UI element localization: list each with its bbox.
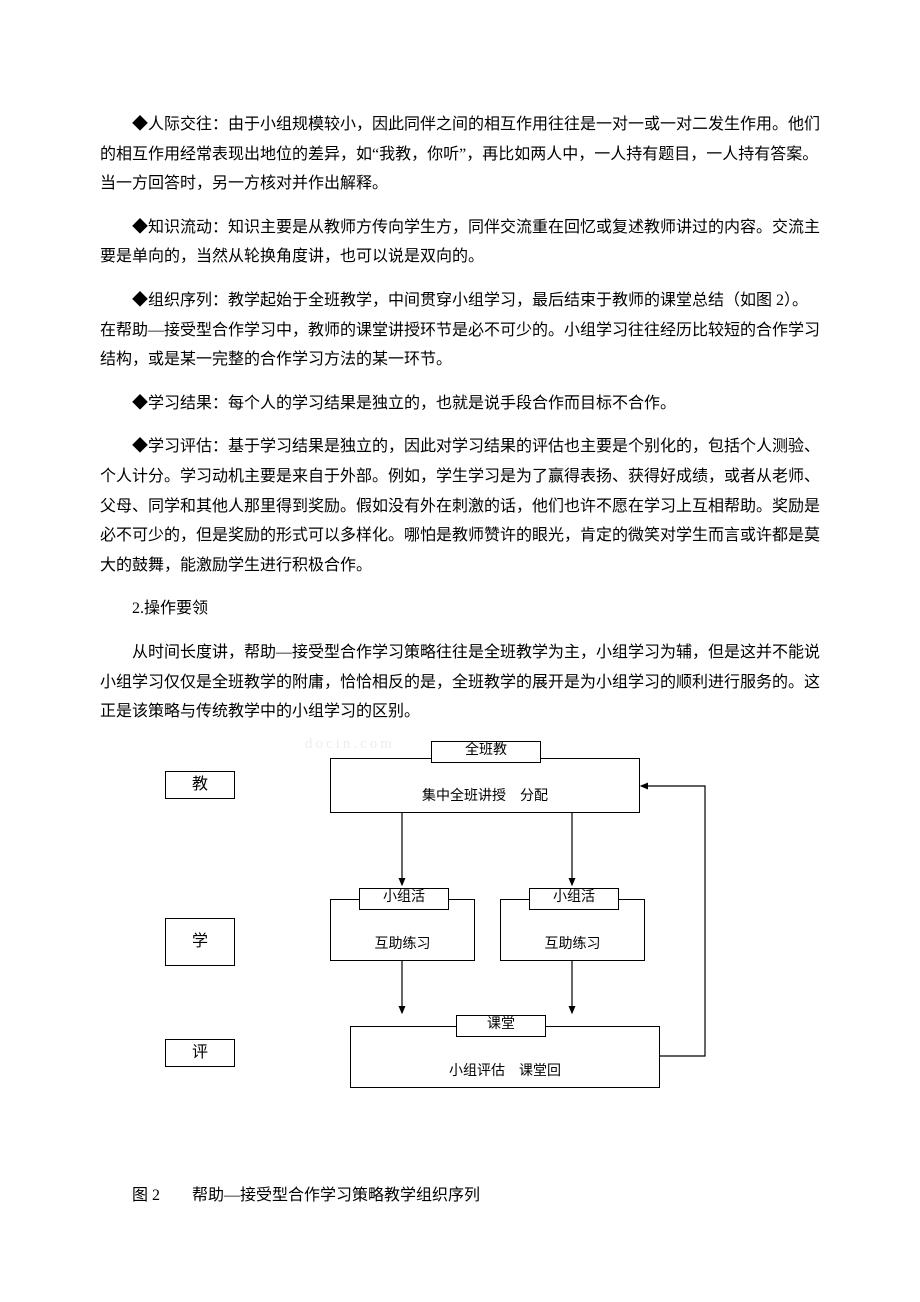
watermark: docin.com bbox=[305, 731, 395, 759]
label-group-a-top: 小组活 bbox=[383, 890, 425, 907]
diagram-container: docin.com 教 学 评 全班教 集中全班讲授 分配 小组活 互助练习 bbox=[100, 741, 820, 1121]
side-label-assess: 评 bbox=[192, 1038, 208, 1068]
label-group-b-bottom: 互助练习 bbox=[545, 932, 601, 958]
heading-operation: 2.操作要领 bbox=[100, 594, 820, 624]
label-group-a-bottom: 互助练习 bbox=[375, 932, 431, 958]
side-label-learn: 学 bbox=[192, 927, 208, 957]
diagram: docin.com 教 学 评 全班教 集中全班讲授 分配 小组活 互助练习 bbox=[165, 741, 755, 1121]
box-mid-title: 课堂 bbox=[456, 1015, 546, 1037]
figure-caption: 图 2 帮助—接受型合作学习策略教学组织序列 bbox=[100, 1181, 820, 1211]
para-knowledge-flow: ◆知识流动：知识主要是从教师方传向学生方，同伴交流重在回忆或复述教师讲过的内容。… bbox=[100, 213, 820, 272]
para-operation-body: 从时间长度讲，帮助—接受型合作学习策略往往是全班教学为主，小组学习为辅，但是这并… bbox=[100, 638, 820, 727]
label-bottom: 小组评估 课堂回 bbox=[449, 1059, 561, 1085]
label-mid: 课堂 bbox=[487, 1017, 515, 1034]
label-whole-class-sub: 集中全班讲授 分配 bbox=[422, 784, 548, 810]
label-whole-class-top: 全班教 bbox=[465, 743, 507, 760]
box-assessment: 课堂 小组评估 课堂回 bbox=[350, 1026, 660, 1088]
side-box-learn: 学 bbox=[165, 918, 235, 966]
box-group-b-title: 小组活 bbox=[529, 888, 619, 910]
box-whole-class: 全班教 集中全班讲授 分配 bbox=[330, 758, 640, 813]
box-whole-class-title: 全班教 bbox=[431, 741, 541, 763]
side-label-teach: 教 bbox=[192, 770, 208, 800]
box-group-b: 小组活 互助练习 bbox=[500, 899, 645, 961]
para-org-sequence: ◆组织序列：教学起始于全班教学，中间贯穿小组学习，最后结束于教师的课堂总结（如图… bbox=[100, 286, 820, 375]
box-group-a: 小组活 互助练习 bbox=[330, 899, 475, 961]
para-learning-result: ◆学习结果：每个人的学习结果是独立的，也就是说手段合作而目标不合作。 bbox=[100, 389, 820, 419]
para-learning-eval: ◆学习评估：基于学习结果是独立的，因此对学习结果的评估也主要是个别化的，包括个人… bbox=[100, 432, 820, 580]
box-group-a-title: 小组活 bbox=[359, 888, 449, 910]
side-box-teach: 教 bbox=[165, 771, 235, 799]
para-interpersonal: ◆人际交往：由于小组规模较小，因此同伴之间的相互作用往往是一对一或一对二发生作用… bbox=[100, 110, 820, 199]
side-box-assess: 评 bbox=[165, 1039, 235, 1067]
label-group-b-top: 小组活 bbox=[553, 890, 595, 907]
